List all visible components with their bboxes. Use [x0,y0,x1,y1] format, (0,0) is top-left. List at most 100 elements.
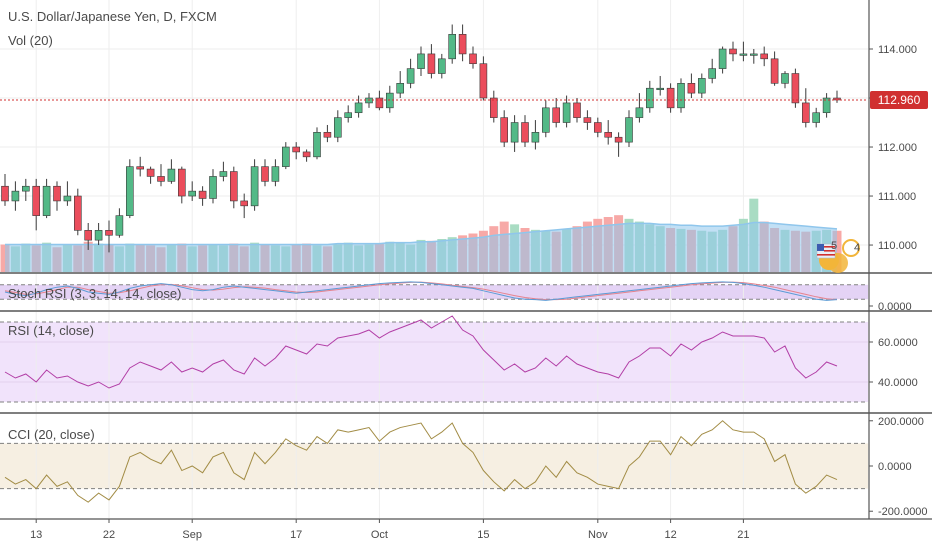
volume-legend: Vol (20) [8,33,53,48]
candle-body [302,151,311,158]
price-tick-label: 114.000 [878,44,917,56]
candle-body [729,48,737,55]
candle-body [697,78,706,94]
candle-body [198,190,207,199]
time-tick-label: Nov [588,529,608,541]
volume-ma-area [5,222,837,272]
pane-separators[interactable] [0,272,932,520]
stoch-rsi-pane[interactable] [0,281,868,301]
candle-body [146,168,155,177]
candle-body [84,230,92,241]
candle-body [406,68,415,84]
candle-body [739,53,748,56]
events-count-us: 5 [831,240,837,252]
candle-body [188,190,196,197]
cci-tick-label: -200.0000 [878,506,928,518]
stoch-rsi-k-line [4,281,838,301]
time-tick-label: 22 [103,529,115,541]
candle-body [157,176,165,182]
candle-body [531,132,540,143]
candle-body [42,185,51,216]
rsi-pane[interactable] [0,315,868,403]
candle-body [240,200,248,207]
cci-legend: CCI (20, close) [8,427,95,442]
price-tick-label: 111.000 [878,191,916,203]
candle-body [458,34,467,55]
candle-body [801,102,810,123]
cci-pane[interactable] [0,420,868,503]
candle-body [593,122,602,133]
candle-body [448,34,457,60]
price-tick-label: 110.000 [878,240,917,252]
candle-body [323,132,332,138]
candle-body [396,83,405,94]
candle-body [261,166,269,182]
candle-body [94,230,103,241]
candle-body [541,107,550,133]
candle-body [645,87,654,109]
candle-body [63,195,72,202]
candle-body [687,83,696,94]
candle-body [822,97,831,114]
rsi-band [0,322,868,402]
volume-ma-line [5,221,838,246]
candle-body [573,102,581,118]
candle-body [437,58,446,74]
candle-body [760,53,769,60]
candle-body [489,97,498,118]
candle-body [677,83,685,109]
candle-body [250,166,259,207]
candle-body [656,87,665,91]
candle-body [583,117,592,123]
candle-body [281,146,290,167]
candle-body [115,215,124,236]
candle-body [21,185,30,192]
candle-body [126,166,134,216]
candle-body [417,53,425,69]
stoch-rsi-legend: Stoch RSI (3, 3, 14, 14, close) [8,286,181,301]
candle-body [333,117,342,138]
chart-title: U.S. Dollar/Japanese Yen, D, FXCM [8,9,217,24]
rsi-tick-label: 60.0000 [878,337,918,349]
candle-body [354,102,363,114]
candle-body [718,48,727,69]
cci-line [4,420,838,503]
stoch-rsi-tick-label: 0.0000 [878,301,912,313]
rsi-tick-label: 40.0000 [878,377,918,389]
price-axis[interactable]: 110.000111.000112.000113.000114.0000.000… [868,0,928,519]
candle-body [479,63,488,99]
candle-body [552,107,561,123]
time-tick-label: Sep [182,529,202,541]
time-axis[interactable]: 13 22 Sep 17 Oct 15 Nov 12 21 [30,519,750,541]
time-tick-label: Oct [371,529,388,541]
candle-body [167,168,176,182]
price-tick-label: 112.000 [878,142,917,154]
candle-body [105,230,113,236]
candlesticks[interactable] [1,24,841,253]
candle-body [635,107,644,118]
events-flags-icon[interactable] [816,239,860,273]
rsi-legend: RSI (14, close) [8,323,94,338]
candle-body [708,68,717,79]
candle-body [562,102,571,123]
cci-band [0,443,868,489]
rsi-line [4,315,838,389]
candle-body [271,166,280,182]
candle-body [604,132,613,138]
cci-tick-label: 0.0000 [878,461,912,473]
candle-body [521,122,529,143]
time-tick-label: 17 [290,529,302,541]
candle-body [469,53,477,65]
candle-body [500,117,509,143]
candle-body [292,146,301,153]
candle-body [375,97,384,109]
time-tick-label: 15 [477,529,489,541]
candle-body [32,185,41,216]
candle-body [178,168,186,197]
candle-body [625,117,633,143]
candle-body [791,73,800,104]
candle-body [344,112,353,118]
candle-body [74,195,82,231]
candle-body [812,112,821,123]
